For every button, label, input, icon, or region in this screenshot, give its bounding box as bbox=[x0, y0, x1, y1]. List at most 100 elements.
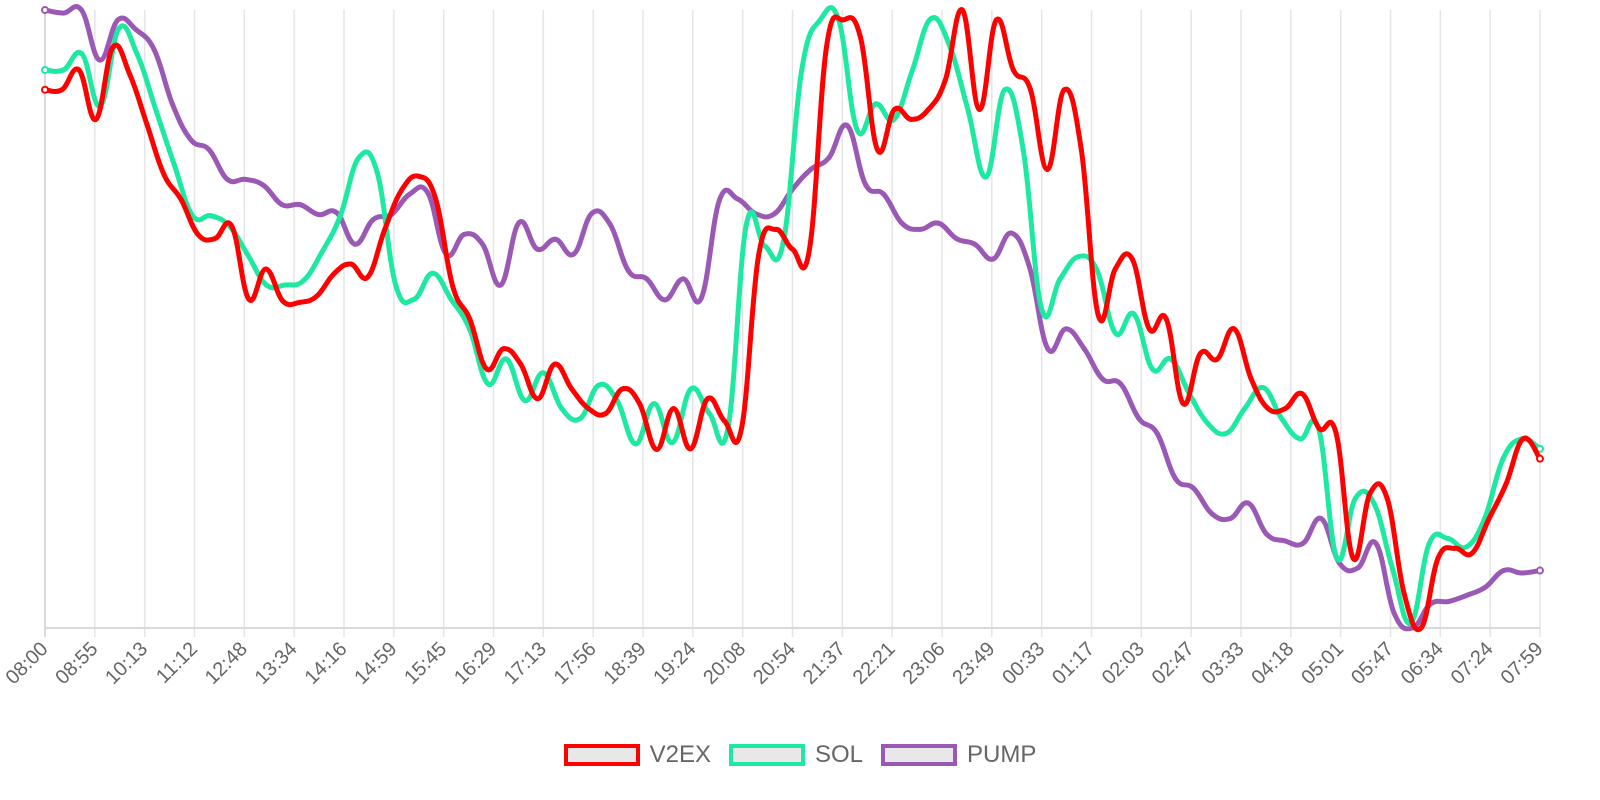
data-point-sol[interactable] bbox=[171, 162, 177, 167]
data-point-v2ex[interactable] bbox=[1180, 401, 1186, 407]
data-point-v2ex[interactable] bbox=[263, 266, 269, 272]
data-point-v2ex[interactable] bbox=[280, 298, 286, 304]
data-point-sol[interactable] bbox=[1002, 87, 1008, 93]
data-point-pump[interactable] bbox=[243, 176, 249, 182]
data-point-sol[interactable] bbox=[596, 382, 602, 388]
data-point-pump[interactable] bbox=[881, 191, 887, 197]
data-point-v2ex[interactable] bbox=[603, 411, 609, 417]
data-point-sol[interactable] bbox=[430, 270, 436, 276]
data-point-v2ex[interactable] bbox=[1384, 495, 1390, 501]
data-point-v2ex[interactable] bbox=[76, 67, 82, 73]
data-point-v2ex[interactable] bbox=[195, 231, 201, 237]
data-point-v2ex[interactable] bbox=[314, 293, 320, 299]
data-point-pump[interactable] bbox=[1501, 568, 1507, 574]
data-point-v2ex[interactable] bbox=[450, 283, 456, 289]
data-point-pump[interactable] bbox=[935, 220, 941, 226]
legend-item-sol[interactable]: SOL bbox=[729, 741, 863, 769]
data-point-pump[interactable] bbox=[680, 276, 686, 282]
data-point-sol[interactable] bbox=[873, 101, 879, 107]
data-point-pump[interactable] bbox=[1300, 540, 1306, 546]
data-point-v2ex[interactable] bbox=[857, 34, 863, 40]
data-point-pump[interactable] bbox=[261, 183, 267, 189]
data-point-sol[interactable] bbox=[1223, 430, 1229, 436]
data-point-sol[interactable] bbox=[928, 16, 934, 22]
data-point-v2ex[interactable] bbox=[993, 17, 999, 23]
data-point-v2ex[interactable] bbox=[382, 226, 388, 232]
data-point-v2ex[interactable] bbox=[874, 147, 880, 153]
data-point-sol[interactable] bbox=[1057, 276, 1063, 282]
data-point-v2ex[interactable] bbox=[620, 386, 626, 392]
data-point-v2ex[interactable] bbox=[535, 396, 541, 402]
data-point-pump[interactable] bbox=[1191, 485, 1197, 491]
data-point-v2ex[interactable] bbox=[127, 72, 133, 78]
data-point-v2ex[interactable] bbox=[246, 296, 252, 302]
data-point-pump[interactable] bbox=[771, 211, 777, 217]
data-point-v2ex[interactable] bbox=[484, 366, 490, 372]
data-point-v2ex[interactable] bbox=[552, 361, 558, 367]
data-point-sol[interactable] bbox=[79, 51, 85, 57]
data-point-v2ex[interactable] bbox=[1214, 356, 1220, 362]
data-point-sol[interactable] bbox=[1297, 436, 1303, 442]
data-point-v2ex[interactable] bbox=[399, 187, 405, 193]
data-point-pump[interactable] bbox=[334, 210, 340, 216]
data-point-pump[interactable] bbox=[352, 241, 358, 247]
data-point-sol[interactable] bbox=[319, 249, 325, 255]
data-point-sol[interactable] bbox=[60, 67, 66, 73]
data-point-v2ex[interactable] bbox=[1197, 351, 1203, 357]
data-point-pump[interactable] bbox=[534, 246, 540, 252]
data-point-pump[interactable] bbox=[1172, 475, 1178, 481]
data-point-v2ex[interactable] bbox=[705, 396, 711, 402]
data-point-sol[interactable] bbox=[374, 170, 380, 176]
data-point-sol[interactable] bbox=[577, 415, 583, 421]
legend-item-pump[interactable]: PUMP bbox=[881, 741, 1036, 769]
data-point-pump[interactable] bbox=[990, 256, 996, 262]
data-point-sol[interactable] bbox=[153, 106, 159, 112]
data-point-pump[interactable] bbox=[844, 123, 850, 129]
data-point-pump[interactable] bbox=[644, 276, 650, 282]
data-point-v2ex[interactable] bbox=[297, 299, 303, 305]
data-point-sol[interactable] bbox=[503, 356, 509, 362]
data-point-pump[interactable] bbox=[516, 220, 522, 226]
data-point-v2ex[interactable] bbox=[1129, 256, 1135, 262]
data-point-v2ex[interactable] bbox=[1503, 481, 1509, 487]
data-point-sol[interactable] bbox=[448, 296, 454, 302]
data-point-v2ex[interactable] bbox=[823, 44, 829, 50]
data-point-sol[interactable] bbox=[743, 221, 749, 227]
data-point-v2ex[interactable] bbox=[41, 85, 49, 94]
data-point-v2ex[interactable] bbox=[1367, 490, 1373, 496]
data-point-sol[interactable] bbox=[799, 67, 805, 73]
data-point-sol[interactable] bbox=[1334, 555, 1340, 561]
data-point-v2ex[interactable] bbox=[806, 246, 812, 252]
data-point-pump[interactable] bbox=[498, 282, 504, 288]
data-point-pump[interactable] bbox=[735, 196, 741, 202]
data-point-pump[interactable] bbox=[662, 297, 668, 303]
data-point-v2ex[interactable] bbox=[790, 246, 795, 252]
data-point-pump[interactable] bbox=[115, 17, 121, 23]
data-point-v2ex[interactable] bbox=[1248, 376, 1254, 382]
data-point-sol[interactable] bbox=[633, 441, 639, 447]
data-point-pump[interactable] bbox=[224, 176, 230, 182]
data-point-pump[interactable] bbox=[133, 27, 139, 33]
data-point-sol[interactable] bbox=[208, 213, 214, 219]
data-point-sol[interactable] bbox=[282, 282, 288, 288]
data-point-v2ex[interactable] bbox=[1536, 454, 1544, 463]
data-point-pump[interactable] bbox=[826, 155, 832, 161]
data-point-pump[interactable] bbox=[60, 10, 66, 16]
data-point-v2ex[interactable] bbox=[93, 116, 99, 122]
data-point-sol[interactable] bbox=[559, 406, 565, 412]
data-point-sol[interactable] bbox=[1039, 306, 1045, 312]
data-point-v2ex[interactable] bbox=[1231, 326, 1237, 332]
data-point-pump[interactable] bbox=[1209, 511, 1215, 517]
data-point-v2ex[interactable] bbox=[1061, 87, 1067, 93]
data-point-pump[interactable] bbox=[315, 212, 321, 218]
data-point-sol[interactable] bbox=[485, 381, 491, 387]
data-point-pump[interactable] bbox=[170, 102, 176, 108]
data-point-pump[interactable] bbox=[97, 57, 103, 63]
data-point-pump[interactable] bbox=[1464, 592, 1470, 598]
data-point-sol[interactable] bbox=[1260, 385, 1266, 391]
data-point-sol[interactable] bbox=[134, 51, 140, 57]
data-point-sol[interactable] bbox=[1076, 254, 1082, 260]
data-point-v2ex[interactable] bbox=[925, 106, 931, 112]
data-point-v2ex[interactable] bbox=[756, 253, 762, 259]
data-point-sol[interactable] bbox=[1242, 406, 1248, 412]
